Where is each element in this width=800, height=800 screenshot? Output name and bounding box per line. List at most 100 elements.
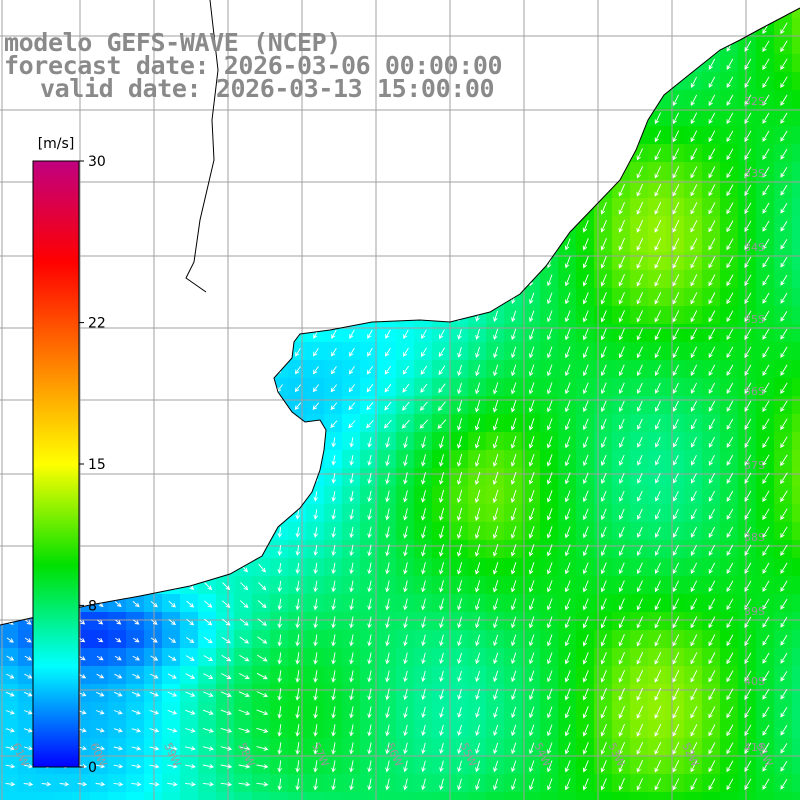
wind-cell [468, 666, 486, 684]
wind-arrow [223, 130, 229, 143]
wind-cell [666, 36, 684, 54]
wind-arrow [133, 257, 139, 268]
wind-arrow [457, 275, 462, 286]
wind-arrow [367, 8, 372, 17]
wind-cell [630, 180, 648, 198]
wind-cell [612, 108, 630, 126]
wind-cell [702, 162, 720, 180]
wind-cell [18, 756, 36, 774]
wind-arrow [331, 202, 336, 215]
wind-cell [666, 792, 684, 800]
wind-cell [0, 288, 18, 306]
wind-cell [594, 486, 612, 504]
wind-arrow [456, 21, 463, 35]
wind-arrow [529, 742, 535, 755]
wind-cell [198, 414, 216, 432]
wind-arrow [277, 347, 283, 357]
wind-arrow [186, 420, 194, 429]
wind-arrow [331, 8, 336, 16]
wind-cell [432, 738, 450, 756]
wind-cell [396, 720, 414, 738]
wind-arrow [672, 508, 679, 520]
wind-cell [540, 666, 558, 684]
wind-arrow [403, 293, 409, 304]
wind-arrow [349, 670, 354, 683]
wind-cell [108, 576, 126, 594]
wind-cell [270, 576, 288, 594]
wind-cell [720, 540, 738, 558]
wind-cell [252, 504, 270, 522]
wind-arrow [167, 673, 177, 679]
wind-arrow [564, 292, 571, 305]
wind-cell [360, 702, 378, 720]
wind-arrow [439, 562, 445, 575]
wind-cell [648, 360, 666, 378]
wind-arrow [203, 655, 213, 661]
wind-arrow [114, 564, 122, 573]
wind-cell [144, 126, 162, 144]
wind-arrow [528, 76, 535, 89]
wind-cell [576, 18, 594, 36]
wind-cell [252, 738, 270, 756]
wind-cell [270, 396, 288, 414]
wind-arrow [474, 435, 481, 449]
wind-cell [288, 162, 306, 180]
wind-arrow [403, 652, 408, 665]
wind-cell [540, 720, 558, 738]
wind-cell [252, 234, 270, 252]
wind-cell [432, 18, 450, 36]
wind-cell [738, 702, 756, 720]
wind-cell [756, 324, 774, 342]
wind-arrow [456, 436, 463, 449]
wind-arrow [744, 724, 752, 737]
wind-arrow [403, 580, 408, 593]
wind-cell [648, 558, 666, 576]
wind-cell [162, 234, 180, 252]
wind-cell [612, 720, 630, 738]
wind-cell [684, 270, 702, 288]
wind-arrow [564, 490, 571, 503]
wind-arrow [654, 526, 661, 538]
wind-cell [630, 540, 648, 558]
wind-cell [756, 414, 774, 432]
wind-cell [612, 126, 630, 144]
wind-cell [540, 306, 558, 324]
wind-arrow [313, 634, 318, 647]
wind-arrow [223, 545, 229, 556]
wind-cell [684, 738, 702, 756]
wind-arrow [421, 778, 426, 791]
wind-cell [180, 342, 198, 360]
wind-arrow [457, 670, 462, 683]
wind-cell [486, 270, 504, 288]
wind-arrow [690, 166, 698, 179]
wind-arrow [331, 706, 336, 719]
wind-cell [594, 432, 612, 450]
wind-cell [666, 612, 684, 630]
wind-arrow [600, 454, 607, 466]
wind-cell [792, 774, 800, 792]
wind-arrow [582, 364, 589, 377]
wind-arrow [205, 274, 211, 286]
wind-cell [738, 774, 756, 792]
wind-cell [738, 8, 756, 18]
wind-arrow [457, 724, 462, 736]
wind-arrow [744, 364, 752, 376]
wind-arrow [258, 563, 266, 573]
wind-cell [666, 540, 684, 558]
wind-arrow [636, 687, 644, 701]
wind-cell [54, 792, 72, 800]
wind-arrow [97, 526, 103, 539]
wind-arrow [762, 436, 770, 448]
wind-arrow [529, 652, 535, 665]
wind-cell [576, 666, 594, 684]
wind-cell [630, 378, 648, 396]
wind-cell [648, 180, 666, 198]
wind-cell [108, 738, 126, 756]
wind-cell [702, 702, 720, 720]
wind-cell [288, 378, 306, 396]
wind-cell [702, 252, 720, 270]
wind-arrow [708, 130, 716, 143]
wind-arrow [726, 598, 734, 611]
wind-cell [396, 198, 414, 216]
